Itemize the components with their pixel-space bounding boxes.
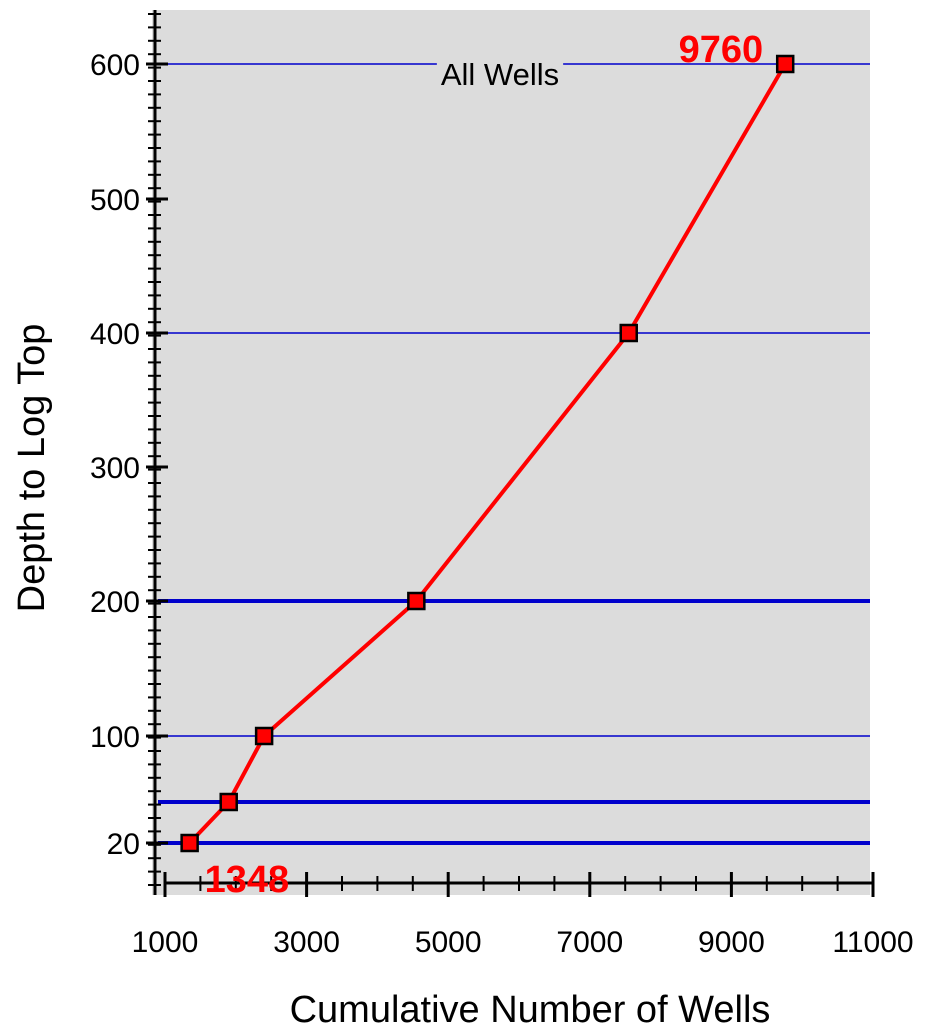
plot-title: All Wells (441, 57, 559, 92)
annotations: 1348 9760 (205, 29, 764, 901)
data-label: 9760 (679, 29, 764, 71)
y-tick-label: 200 (90, 586, 140, 619)
x-tick-label: 5000 (415, 926, 482, 959)
y-tick-label: 400 (90, 318, 140, 351)
y-ticks: 20 100 200 300 400 500 600 (90, 13, 168, 886)
y-tick-label: 300 (90, 452, 140, 485)
x-tick-label: 1000 (132, 926, 199, 959)
x-tick-label: 7000 (556, 926, 623, 959)
plot-title-background (436, 57, 564, 92)
data-point-marker (219, 792, 238, 812)
data-point-marker (619, 323, 638, 343)
data-label: 1348 (205, 859, 290, 901)
data-point-marker (254, 726, 274, 746)
data-point-marker (407, 591, 426, 611)
data-point-marker (775, 54, 795, 74)
y-tick-label: 600 (90, 49, 140, 82)
y-tick-label: 100 (90, 721, 140, 754)
x-tick-label: 11000 (832, 926, 913, 959)
data-point-marker (180, 833, 199, 853)
series-all-wells (180, 54, 795, 853)
x-tick-label: 3000 (273, 926, 340, 959)
x-axis-title: Cumulative Number of Wells (290, 989, 771, 1031)
y-tick-label: 20 (107, 828, 140, 861)
y-tick-label: 500 (90, 184, 140, 217)
y-axis-title: Depth to Log Top (11, 324, 53, 613)
x-tick-label: 9000 (698, 926, 765, 959)
x-ticks: 1000 3000 5000 7000 9000 11000 (132, 872, 914, 959)
plot-background (152, 10, 870, 895)
